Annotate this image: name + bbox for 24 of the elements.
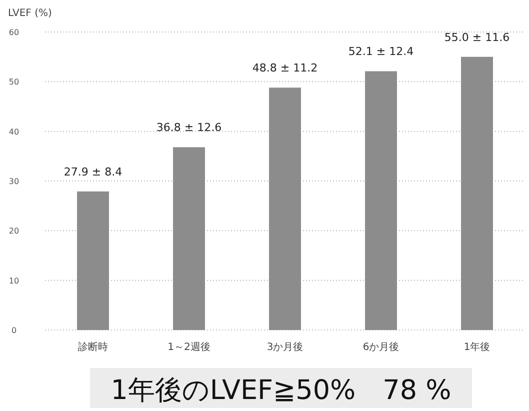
y-tick-label: 10 (8, 276, 20, 286)
data-label: 36.8 ± 12.6 (156, 121, 222, 134)
data-label: 27.9 ± 8.4 (64, 165, 122, 178)
x-tick-label: 6か月後 (362, 341, 400, 353)
bar (77, 191, 109, 330)
bar (365, 71, 397, 330)
data-label: 48.8 ± 11.2 (252, 62, 318, 75)
data-label: 55.0 ± 11.6 (444, 30, 510, 44)
y-tick-label: 60 (8, 28, 20, 37)
bar (173, 147, 205, 330)
x-tick-label: 1年後 (464, 341, 490, 353)
x-tick-label: 1～2週後 (168, 341, 210, 353)
y-tick-label: 40 (8, 127, 20, 136)
bar (269, 88, 301, 330)
y-tick-label: 50 (8, 78, 20, 87)
y-axis-title: LVEF (%) (8, 8, 52, 19)
x-tick-label: 診断時 (78, 341, 108, 353)
x-tick-label: 3か月後 (266, 341, 304, 353)
y-tick-label: 20 (8, 226, 20, 236)
text: 1年後のLVEF≧50% 78 % (110, 375, 452, 406)
y-tick-label: 30 (8, 177, 20, 186)
data-label: 52.1 ± 12.4 (348, 45, 414, 58)
bar (461, 56, 493, 330)
y-tick-label: 0 (11, 326, 17, 335)
